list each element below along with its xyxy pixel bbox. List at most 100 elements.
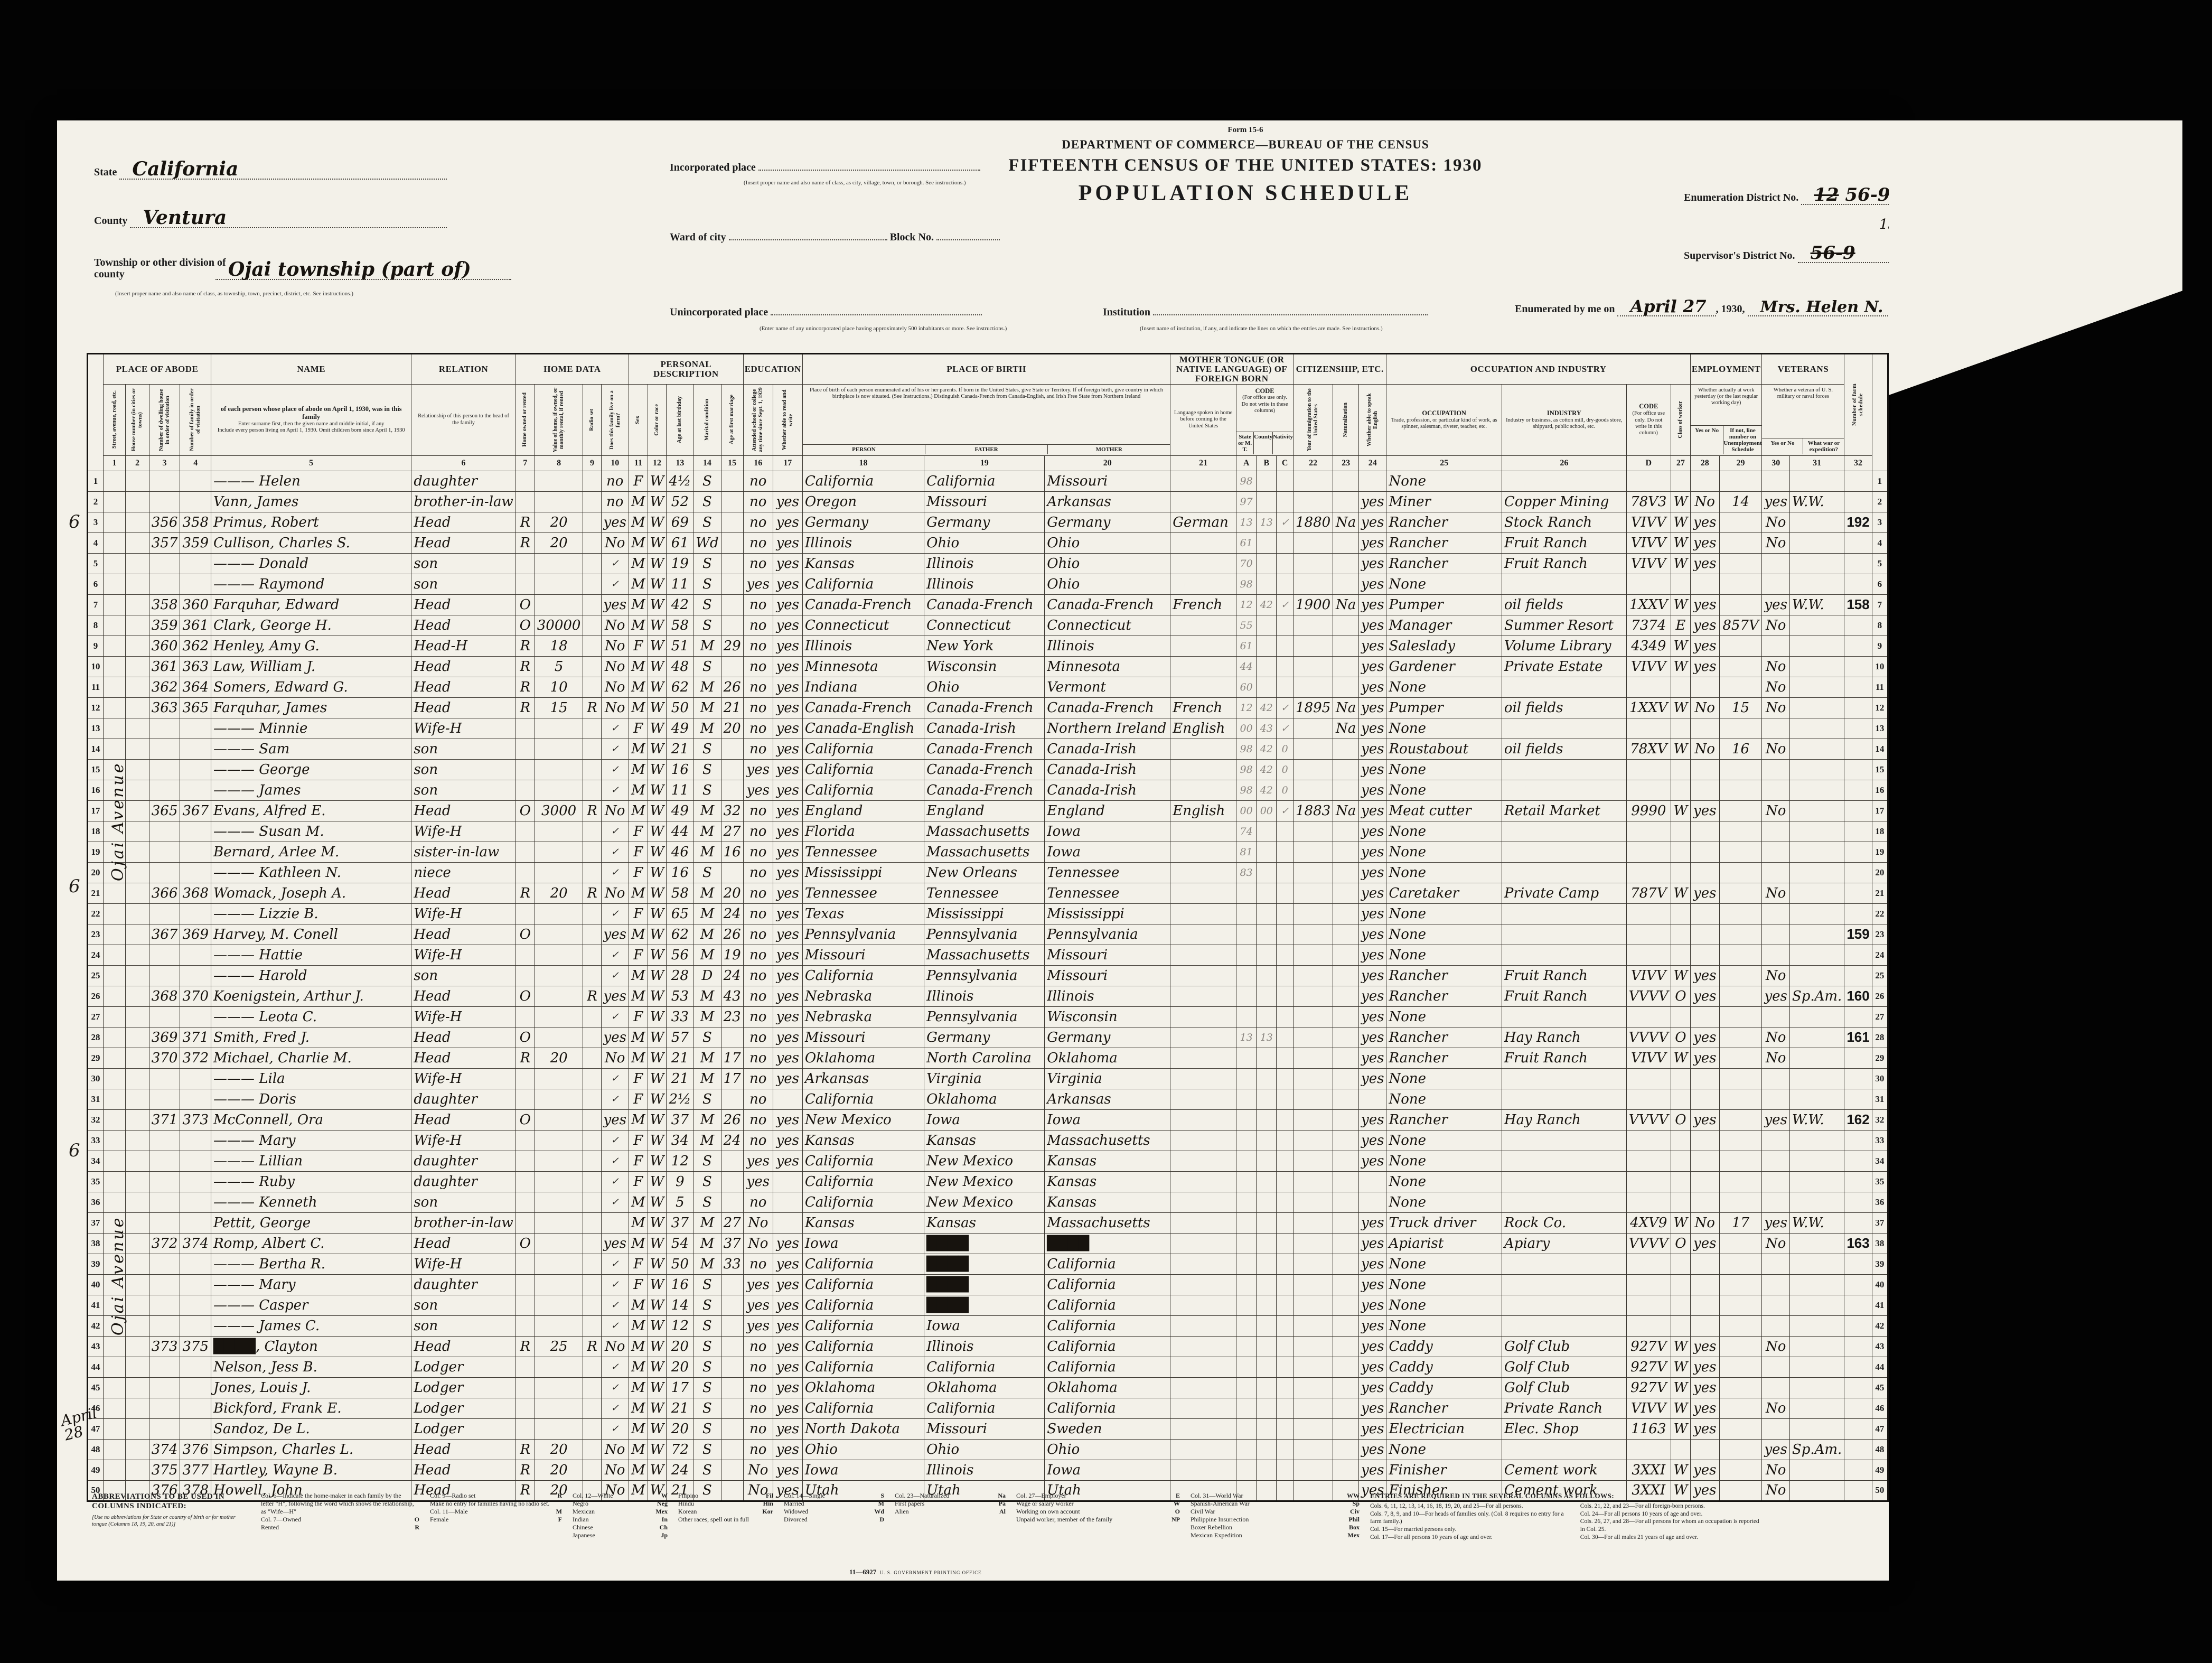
cell-code_c: [1276, 656, 1294, 677]
cell-dwelling: [148, 944, 181, 966]
cell-language: [1170, 985, 1237, 1007]
line-number-right: 21: [1871, 882, 1889, 904]
column-number-5: 5: [211, 455, 412, 471]
cell-farm: ✓: [601, 573, 629, 595]
cell-house: [125, 614, 149, 636]
cell-tenure: [515, 1274, 535, 1295]
cell-code_c: [1276, 903, 1294, 924]
cell-language: [1170, 1088, 1237, 1110]
cell-family: 377: [180, 1459, 212, 1481]
cell-relation: Head: [411, 1232, 516, 1254]
cell-house: [125, 1377, 149, 1398]
cell-occupation: Meat cutter: [1386, 800, 1502, 821]
cell-relation: son: [411, 553, 516, 574]
cell-birthplace: Connecticut: [802, 614, 925, 636]
line-number-right: 10: [1871, 656, 1889, 677]
cell-race: W: [647, 1418, 667, 1440]
cell-house: [125, 1356, 149, 1378]
cell-name: Vann, James: [211, 491, 412, 512]
cell-worked_yesterday: yes: [1690, 882, 1720, 904]
cell-name: Jones, Louis J.: [211, 1377, 412, 1398]
enumeration-district-field: Enumeration District No. 12 56-9: [1684, 186, 1913, 205]
rotated-label-school: Attended school or college any time sinc…: [752, 387, 764, 452]
cell-mother_birthplace: Kansas: [1044, 1171, 1171, 1192]
cell-unemployment_line: [1719, 1335, 1763, 1357]
cell-age_first_marriage: 24: [720, 965, 744, 986]
cell-relation: Lodger: [411, 1397, 516, 1419]
cell-value: [534, 594, 584, 615]
cell-sex: M: [628, 1356, 648, 1378]
enumerated-prefix: Enumerated by me on: [1515, 303, 1615, 315]
cell-immigration_year: [1292, 759, 1334, 780]
cell-veteran: No: [1761, 738, 1790, 760]
cell-code_b: [1256, 1171, 1277, 1192]
cell-street: [103, 614, 126, 636]
cell-code_d: [1626, 820, 1671, 842]
cell-code_c: [1276, 923, 1294, 945]
cell-street: [103, 1418, 126, 1440]
cell-war: [1789, 532, 1845, 554]
cell-school: yes: [743, 1171, 773, 1192]
cell-tenure: [515, 1088, 535, 1110]
rotated-label-radio: Radio set: [589, 408, 595, 431]
abbrev-text: Make no entry for families having no rad…: [430, 1500, 550, 1507]
cell-speaks_english: yes: [1358, 1418, 1387, 1440]
cell-tenure: R: [515, 1335, 535, 1357]
cell-age: 21: [666, 738, 694, 760]
cell-street: [103, 1191, 126, 1213]
cell-family: 367: [180, 800, 212, 821]
abbrev-text: Mexican: [573, 1508, 595, 1515]
column-number-10: 10: [601, 455, 629, 471]
cell-value: [534, 1418, 584, 1440]
cell-radio: R: [583, 697, 602, 718]
cell-family: 375: [180, 1335, 212, 1357]
cell-language: [1170, 903, 1237, 924]
group-header-1: NAME: [211, 353, 412, 385]
cell-house: [125, 1026, 149, 1048]
cell-name: Hartley, Wayne B.: [211, 1459, 412, 1481]
cell-radio: [583, 594, 602, 615]
footer-abbrev-title-block: ABBREVIATIONS TO BE USED IN COLUMNS INDI…: [87, 1492, 256, 1528]
cell-birthplace: Tennessee: [802, 841, 925, 863]
cell-radio: [583, 532, 602, 554]
census-title: FIFTEENTH CENSUS OF THE UNITED STATES: 1…: [1008, 156, 1483, 175]
cell-worked_yesterday: yes: [1690, 985, 1720, 1007]
cell-unemployment_line: [1719, 1438, 1763, 1460]
cell-occupation: Caddy: [1386, 1356, 1502, 1378]
cell-worker_class: [1670, 923, 1691, 945]
cell-occupation: Rancher: [1386, 1047, 1502, 1069]
rotated-label-speaks_english: Whether able to speak English: [1366, 393, 1379, 446]
cell-race: W: [647, 470, 667, 492]
cell-name: Somers, Edward G.: [211, 676, 412, 698]
cell-code_d: 1XXV: [1626, 594, 1671, 615]
cell-radio: [583, 1459, 602, 1481]
cell-war: [1789, 1026, 1845, 1048]
cell-farm: ✓: [601, 759, 629, 780]
title-block: Form 15-6 DEPARTMENT OF COMMERCE—BUREAU …: [849, 126, 1642, 206]
entries-item: Col. 17—For all persons 10 years of age …: [1370, 1534, 1493, 1541]
cell-race: W: [647, 882, 667, 904]
cell-farm: yes: [601, 985, 629, 1007]
abbrev-text: Col. 14—Single: [784, 1492, 826, 1499]
cell-read_write: yes: [772, 1418, 803, 1440]
cell-name: Clark, George H.: [211, 614, 412, 636]
cell-name: Romp, Albert C.: [211, 1232, 412, 1254]
cell-family: 370: [180, 985, 212, 1007]
cell-code_d: 1163: [1626, 1418, 1671, 1440]
cell-age: 54: [666, 1232, 694, 1254]
cell-house: [125, 470, 149, 492]
cell-read_write: yes: [772, 1294, 803, 1316]
cell-unemployment_line: [1719, 1109, 1763, 1131]
cell-war: Sp.Am.: [1789, 985, 1845, 1007]
cell-birthplace: Oklahoma: [802, 1047, 925, 1069]
cell-tenure: [515, 965, 535, 986]
cell-tenure: [515, 759, 535, 780]
cell-street: [103, 965, 126, 986]
cell-occupation: Roustabout: [1386, 738, 1502, 760]
cell-language: [1170, 635, 1237, 657]
cell-unemployment_line: 17: [1719, 1212, 1763, 1234]
cell-industry: Private Camp: [1501, 882, 1627, 904]
cell-relation: Head: [411, 676, 516, 698]
column-header-relation: Relationship of this person to the head …: [411, 384, 516, 456]
